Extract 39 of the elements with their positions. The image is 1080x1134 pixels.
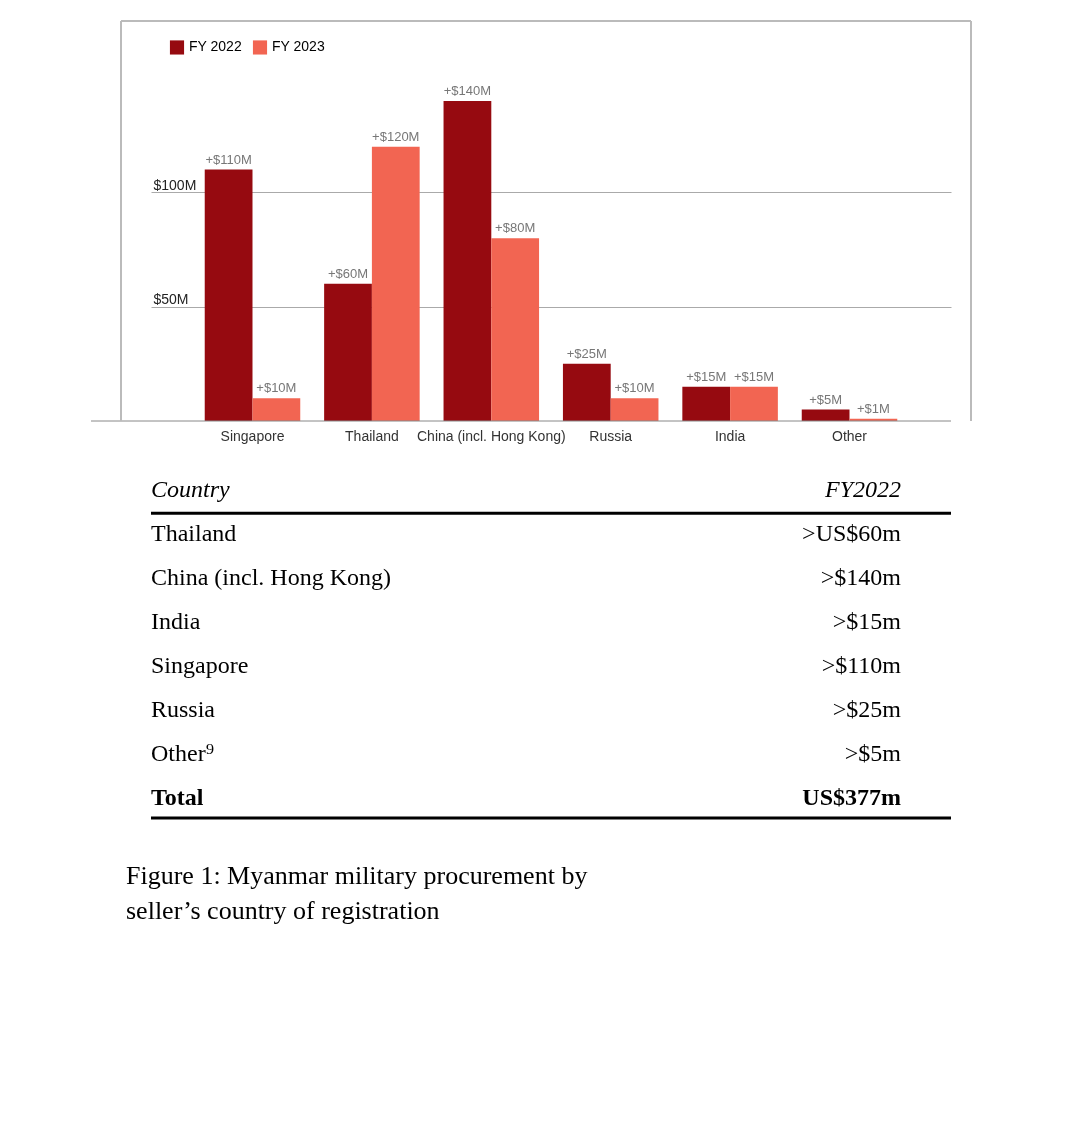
data-label: +$1M	[856, 400, 890, 416]
text: >$15m	[832, 608, 902, 634]
data-label: +$110M	[205, 151, 252, 167]
text: Singapore	[151, 652, 249, 678]
text: Country	[151, 476, 231, 502]
data-label: +$10M	[256, 380, 297, 396]
data-label: +$120M	[372, 128, 420, 144]
text: Total	[151, 784, 204, 810]
data-label: +$60M	[327, 265, 369, 281]
text: >US$60m	[802, 520, 902, 546]
data-label: +$15M	[686, 368, 727, 384]
text: Russia	[151, 696, 216, 722]
x-tick-label: Singapore	[220, 427, 285, 444]
text: Other⁹	[151, 740, 215, 766]
text: >$25m	[832, 696, 902, 722]
data-label: +$15M	[733, 368, 775, 384]
legend-label: FY 2022	[189, 38, 242, 55]
x-tick-label: Russia	[589, 427, 633, 444]
text: >$110m	[821, 652, 902, 678]
text: Thailand	[151, 520, 237, 546]
y-tick-label: $50M	[153, 291, 189, 308]
text: India	[151, 608, 201, 634]
text: FY2022	[823, 476, 901, 502]
data-label: +$140M	[443, 83, 492, 98]
caption: Figure 1: Myanmar military procurement by seller’s country of registration	[126, 860, 588, 925]
x-tick-label: Other	[832, 427, 868, 444]
legend-label: FY 2023	[272, 38, 325, 55]
text: >$5m	[844, 740, 902, 766]
y-tick-label: $100M	[153, 176, 197, 193]
data-label: +$5M	[809, 391, 843, 407]
data-label: +$10M	[614, 380, 655, 396]
data-label: +$80M	[495, 220, 536, 236]
data-label: +$25M	[566, 345, 607, 361]
x-tick-label: India	[714, 427, 746, 444]
text: >$140m	[820, 564, 902, 590]
text: US$377m	[802, 784, 902, 810]
text: China (incl. Hong Kong)	[151, 564, 391, 590]
x-tick-label: Thailand	[345, 427, 399, 444]
x-tick-label: China (incl. Hong Kong)	[416, 427, 566, 444]
